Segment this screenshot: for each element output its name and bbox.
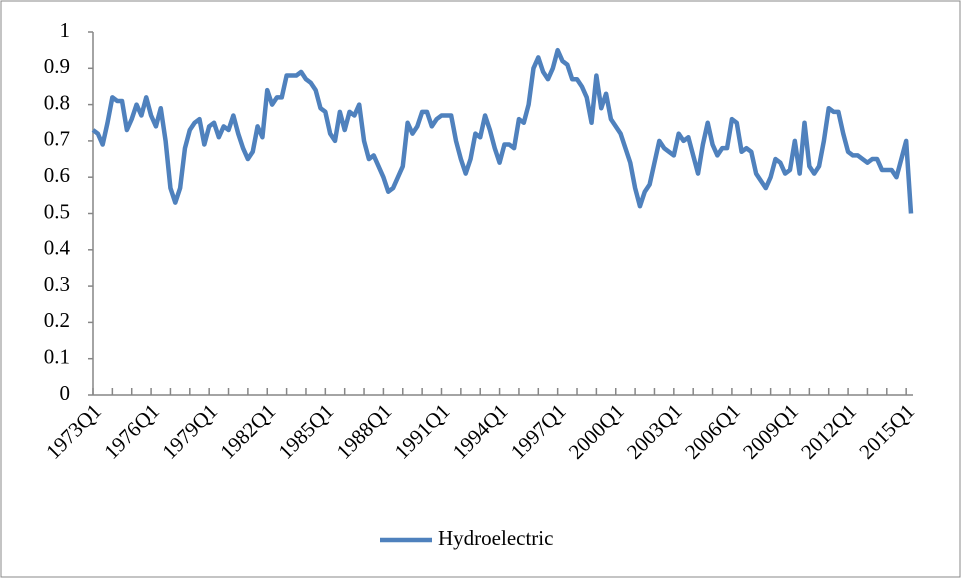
data-line (91, 47, 914, 214)
y-tick-label: 0.1 (44, 345, 70, 369)
y-tick-label: 0.3 (44, 272, 70, 296)
y-tick-label: 0.4 (44, 236, 71, 260)
y-tick-label: 0.2 (44, 308, 70, 332)
y-tick-label: 0.8 (44, 90, 70, 114)
legend-label: Hydroelectric (438, 526, 553, 550)
y-tick-label: 0.5 (44, 199, 70, 223)
y-tick-label: 0.7 (44, 127, 70, 151)
y-tick-label: 0.6 (44, 163, 70, 187)
y-tick-label: 0.9 (44, 54, 70, 78)
y-tick-label: 0 (60, 381, 71, 405)
y-tick-label: 1 (60, 18, 71, 42)
